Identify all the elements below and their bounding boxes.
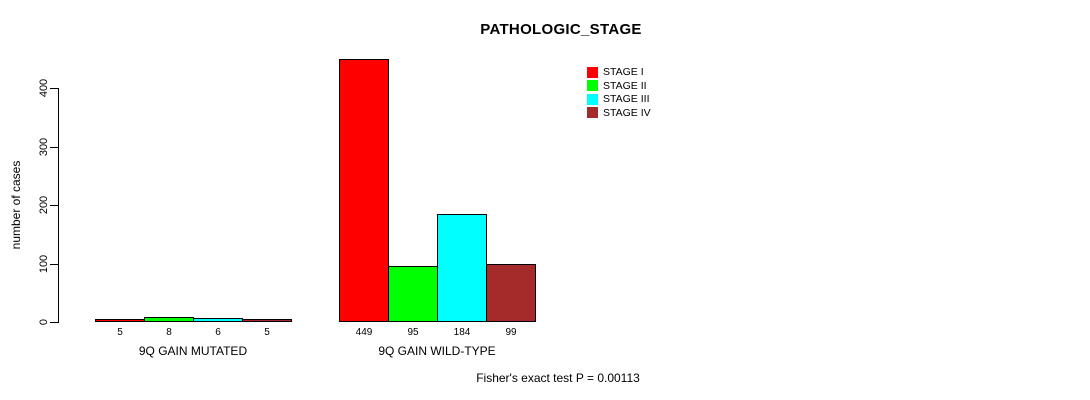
legend-item: STAGE I: [587, 66, 644, 78]
y-axis-line: [58, 88, 59, 323]
legend-item: STAGE III: [587, 93, 649, 105]
y-tick-mark: [50, 88, 58, 89]
legend-item: STAGE IV: [587, 107, 651, 119]
y-axis-label: number of cases: [9, 160, 23, 250]
bar-value-label: 99: [505, 327, 517, 338]
legend-swatch-icon: [587, 80, 598, 91]
bar-stage-ii: [388, 266, 438, 322]
bar-value-label: 8: [166, 327, 172, 338]
legend-swatch-icon: [587, 66, 598, 78]
legend-swatch-icon: [587, 93, 598, 105]
bar-stage-iv: [486, 264, 536, 322]
x-group-label: 9Q GAIN MUTATED: [138, 344, 248, 358]
bar-value-label: 184: [453, 327, 471, 338]
y-tick-mark: [50, 205, 58, 206]
y-tick-mark: [50, 263, 58, 265]
y-tick-label: 100: [38, 254, 50, 273]
bar-value-label: 449: [355, 327, 373, 338]
bar-stage-iii: [193, 318, 243, 322]
bar-value-label: 6: [215, 327, 221, 338]
bar-stage-iv: [242, 319, 292, 322]
legend-item-label: STAGE I: [603, 66, 644, 78]
y-tick-mark: [50, 322, 58, 323]
legend-item-label: STAGE III: [603, 93, 650, 105]
x-group-label: 9Q GAIN WILD-TYPE: [378, 344, 496, 358]
chart-title: PATHOLOGIC_STAGE: [480, 21, 642, 38]
stat-footnote: Fisher's exact test P = 0.00113: [476, 371, 640, 385]
y-tick-label: 300: [38, 137, 50, 156]
bar-stage-ii: [144, 317, 194, 322]
bar-value-label: 95: [407, 327, 419, 338]
bar-value-label: 5: [264, 327, 270, 338]
legend-item-label: STAGE IV: [603, 106, 651, 119]
y-tick-label: 400: [38, 78, 50, 98]
y-tick-label: 0: [38, 318, 50, 326]
y-tick-mark: [50, 146, 58, 148]
bar-stage-i: [95, 319, 145, 322]
bar-stage-iii: [437, 214, 487, 322]
legend-item-label: STAGE II: [603, 79, 647, 92]
bar-value-label: 5: [117, 327, 123, 338]
legend-item: STAGE II: [587, 80, 647, 92]
y-tick-label: 200: [38, 195, 50, 215]
legend-swatch-icon: [587, 107, 598, 118]
bar-stage-i: [339, 59, 389, 322]
